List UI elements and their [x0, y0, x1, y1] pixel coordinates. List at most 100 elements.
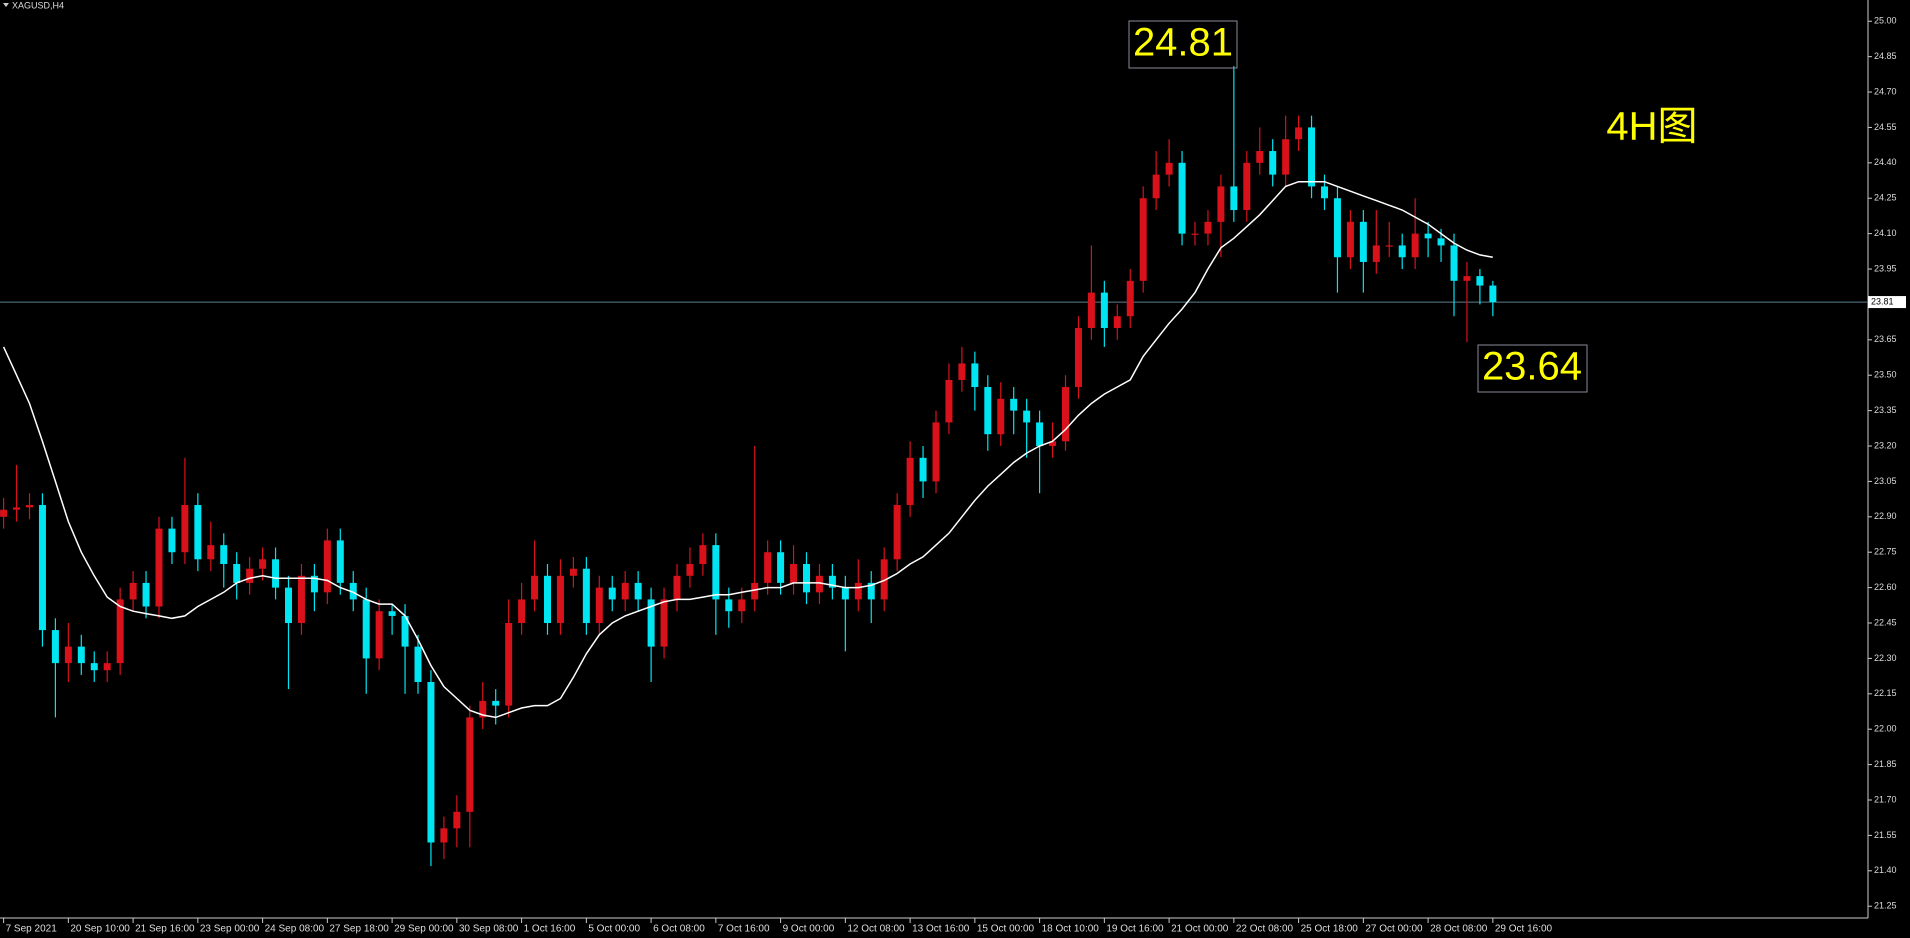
y-tick-label: 21.55: [1874, 830, 1897, 840]
candle-body: [828, 575, 836, 588]
candle-body: [168, 528, 176, 553]
candle-body: [1126, 280, 1134, 317]
y-tick-label: 23.50: [1874, 370, 1897, 380]
candle-body: [621, 582, 629, 600]
y-tick-label: 22.15: [1874, 688, 1897, 698]
annotation-low: 23.64: [1482, 345, 1582, 389]
x-tick-label: 7 Oct 16:00: [718, 924, 770, 935]
x-tick-label: 12 Oct 08:00: [847, 924, 905, 935]
x-tick-label: 15 Oct 00:00: [977, 924, 1035, 935]
candle-body: [1087, 292, 1095, 329]
candle-body: [285, 587, 292, 624]
current-price-label: 23.81: [1871, 296, 1894, 306]
y-tick-label: 24.40: [1874, 157, 1897, 167]
annotation-timeframe: 4H图: [1606, 105, 1697, 149]
candle-body: [1100, 292, 1108, 329]
x-tick-label: 9 Oct 00:00: [783, 924, 835, 935]
candle-body: [556, 575, 564, 624]
candle-body: [1333, 198, 1341, 258]
annotation-box: [1128, 20, 1238, 69]
candle-body: [867, 582, 875, 600]
candle-body: [608, 587, 616, 600]
candle-body: [854, 582, 862, 600]
x-tick-label: 27 Sep 18:00: [329, 924, 389, 935]
candle-body: [673, 575, 681, 600]
candle-body: [466, 717, 474, 812]
candle-body: [401, 615, 409, 647]
candle-body: [310, 575, 318, 593]
candle-body: [207, 545, 215, 560]
y-tick-label: 24.85: [1874, 51, 1897, 61]
y-tick-label: 25.00: [1874, 16, 1897, 26]
candle-body: [932, 422, 940, 482]
y-tick-label: 22.45: [1874, 617, 1897, 627]
candle-body: [634, 582, 642, 600]
x-tick-label: 29 Oct 16:00: [1495, 924, 1553, 935]
x-tick-label: 5 Oct 00:00: [588, 924, 640, 935]
candle-body: [1450, 245, 1458, 281]
y-tick-label: 21.85: [1874, 759, 1897, 769]
candle-body: [129, 582, 137, 600]
candle-body: [440, 828, 448, 843]
candle-body: [414, 646, 422, 683]
y-tick-label: 22.90: [1874, 511, 1897, 521]
annotation-box: [1477, 344, 1588, 393]
candle-body: [518, 599, 526, 624]
candle-body: [764, 552, 772, 583]
candle-body: [1437, 238, 1445, 246]
current-price-box: [1868, 296, 1906, 309]
candle-body: [544, 575, 551, 624]
candle-body: [712, 545, 720, 600]
candle-body: [531, 575, 539, 600]
candle-body: [64, 646, 72, 664]
y-tick-label: 22.60: [1874, 582, 1897, 592]
candle-body: [323, 540, 331, 593]
y-tick-label: 22.00: [1874, 724, 1897, 734]
y-tick-label: 21.40: [1874, 865, 1897, 875]
y-tick-label: 22.75: [1874, 547, 1897, 557]
candle-body: [841, 587, 849, 600]
x-tick-label: 1 Oct 16:00: [524, 924, 576, 935]
candle-body: [893, 505, 901, 560]
candle-body: [1411, 233, 1419, 258]
candle-body: [13, 507, 21, 510]
candle-body: [647, 599, 655, 647]
candle-body: [1049, 441, 1057, 447]
candle-body: [51, 630, 59, 664]
candle-body: [1152, 174, 1160, 199]
candle-body: [1113, 316, 1121, 329]
y-tick-label: 23.05: [1874, 476, 1897, 486]
x-tick-label: 30 Sep 08:00: [459, 924, 519, 935]
candle-body: [505, 623, 513, 706]
candle-body: [388, 611, 396, 616]
candle-body: [1359, 221, 1367, 262]
candle-body: [803, 564, 810, 593]
x-tick-label: 13 Oct 16:00: [912, 924, 970, 935]
candle-body: [220, 545, 228, 565]
candle-body: [1346, 221, 1354, 258]
candle-body: [1191, 233, 1199, 235]
candle-body: [725, 599, 733, 612]
candle-body: [492, 700, 500, 706]
candle-body: [1256, 151, 1264, 163]
x-tick-label: 19 Oct 16:00: [1106, 924, 1164, 935]
x-tick-label: 6 Oct 08:00: [653, 924, 705, 935]
x-tick-label: 27 Oct 00:00: [1365, 924, 1423, 935]
candle-body: [77, 646, 85, 664]
candle-body: [297, 575, 305, 624]
candle-body: [246, 568, 254, 583]
candle-body: [90, 663, 98, 671]
candle-body: [1062, 387, 1069, 442]
y-tick-label: 24.25: [1874, 193, 1897, 203]
y-tick-label: 23.65: [1874, 334, 1897, 344]
x-tick-label: 22 Oct 08:00: [1236, 924, 1294, 935]
x-tick-label: 21 Sep 16:00: [135, 924, 195, 935]
candle-body: [1398, 245, 1406, 258]
x-tick-label: 23 Sep 00:00: [200, 924, 260, 935]
y-tick-label: 22.30: [1874, 653, 1897, 663]
candle-body: [142, 582, 150, 607]
candle-body: [1074, 328, 1082, 388]
candle-body: [569, 568, 577, 576]
candle-body: [1204, 221, 1212, 234]
